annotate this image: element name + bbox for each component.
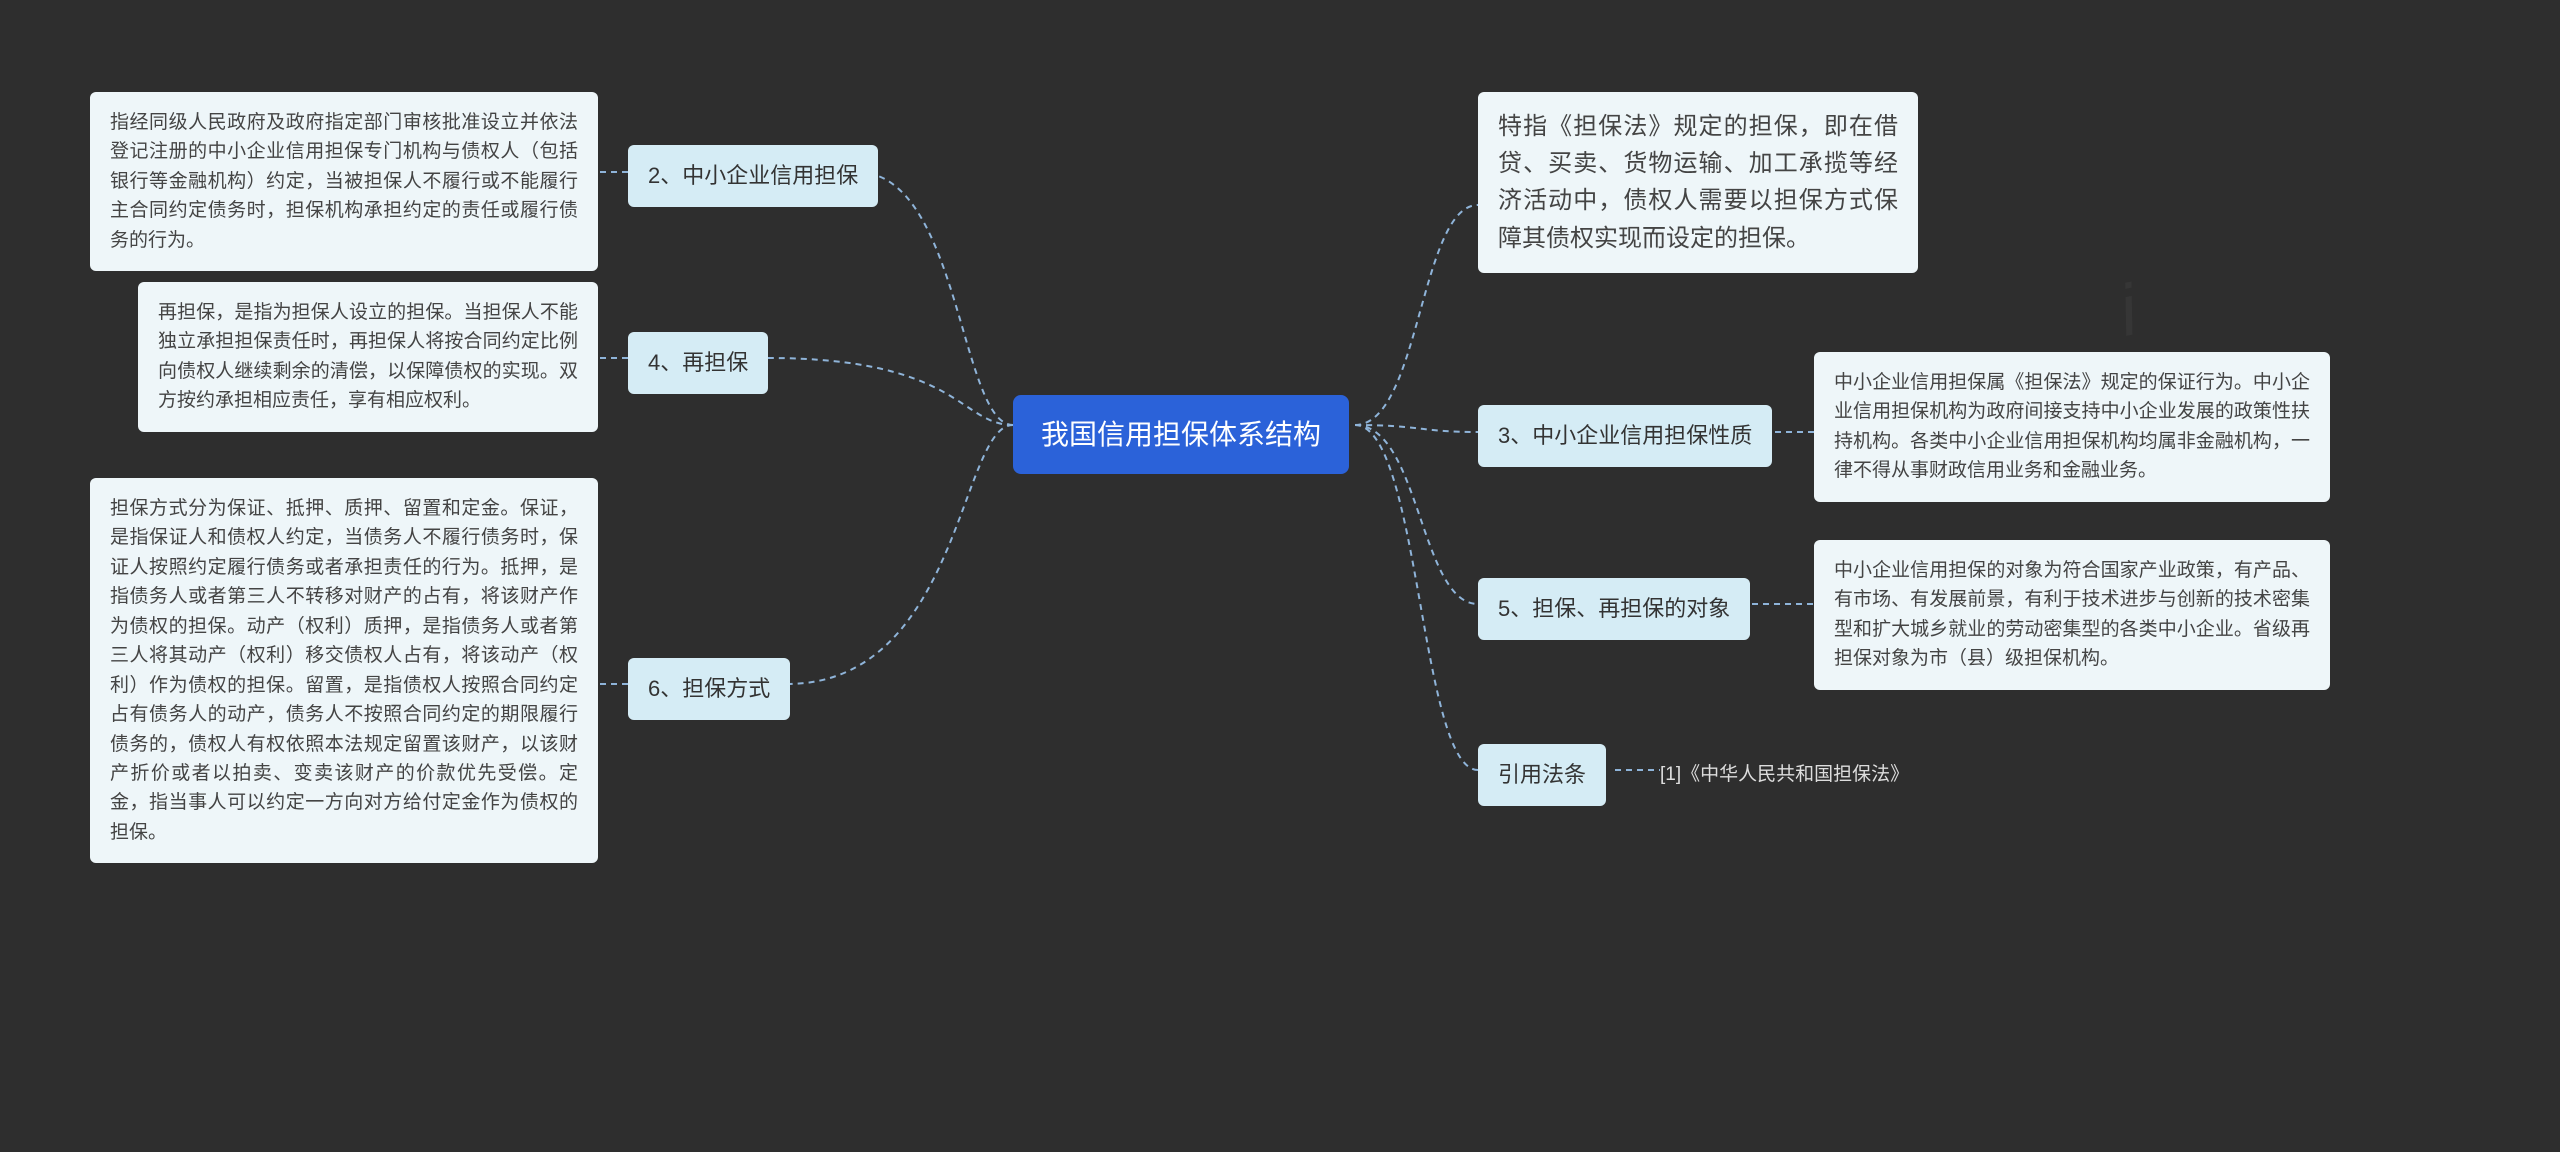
watermark: i [2112, 269, 2145, 353]
right-detail-1: 中小企业信用担保属《担保法》规定的保证行为。中小企业信用担保机构为政府间接支持中… [1814, 352, 2330, 502]
connector [1355, 425, 1478, 770]
right-branch-3: 引用法条 [1478, 744, 1606, 806]
connector [787, 425, 1013, 684]
right-detail-2: 中小企业信用担保的对象为符合国家产业政策，有产品、有市场、有发展前景，有利于技术… [1814, 540, 2330, 690]
right-branch-1: 3、中小企业信用担保性质 [1478, 405, 1772, 467]
connector [1355, 205, 1478, 425]
left-branch-1: 2、中小企业信用担保 [628, 145, 878, 207]
right-detail-0: 特指《担保法》规定的担保，即在借贷、买卖、货物运输、加工承揽等经济活动中，债权人… [1478, 92, 1918, 273]
left-branch-2: 4、再担保 [628, 332, 768, 394]
connector [1355, 425, 1478, 432]
right-branch-2: 5、担保、再担保的对象 [1478, 578, 1750, 640]
left-branch-3: 6、担保方式 [628, 658, 790, 720]
connector [857, 172, 1013, 425]
left-detail-3: 担保方式分为保证、抵押、质押、留置和定金。保证，是指保证人和债权人约定，当债务人… [90, 478, 598, 863]
left-detail-1: 指经同级人民政府及政府指定部门审核批准设立并依法登记注册的中小企业信用担保专门机… [90, 92, 598, 271]
connector [768, 358, 1013, 425]
left-detail-2: 再担保，是指为担保人设立的担保。当担保人不能独立承担担保责任时，再担保人将按合同… [138, 282, 598, 432]
center-node: 我国信用担保体系结构 [1013, 395, 1349, 474]
right-inline-detail-3: [1]《中华人民共和国担保法》 [1660, 752, 1909, 797]
connector [1355, 425, 1478, 604]
